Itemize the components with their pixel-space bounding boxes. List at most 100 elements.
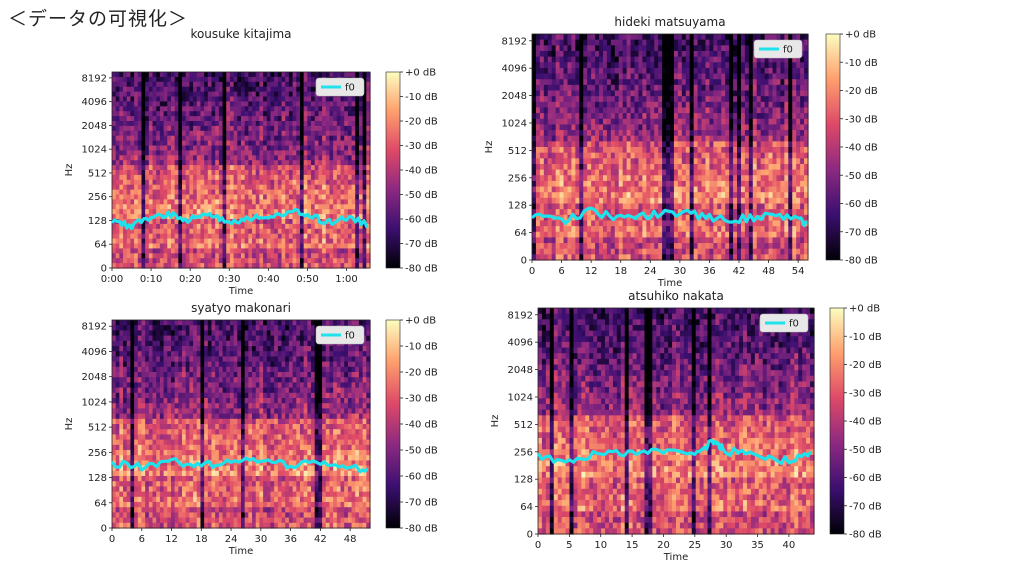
spectrogram-cell <box>729 34 734 41</box>
spectrogram-cell <box>551 67 557 75</box>
spectrogram-cell <box>145 140 150 147</box>
spectrogram-cell <box>255 155 261 161</box>
spectrogram-cell <box>347 170 353 176</box>
spectrogram-cell <box>551 147 557 154</box>
colorbar-tick-label: -40 dB <box>405 166 438 177</box>
spectrogram-cell <box>259 76 264 83</box>
spectrogram-cell <box>559 101 565 109</box>
spectrogram-cell <box>336 96 342 102</box>
spectrogram-cell <box>163 170 168 176</box>
spectrogram-cell <box>170 86 176 93</box>
spectrogram-cell <box>314 125 319 132</box>
spectrogram-cell <box>673 113 679 120</box>
spectrogram-cell <box>233 209 238 215</box>
spectrogram-cell <box>156 140 161 147</box>
spectrogram-cell <box>281 106 286 112</box>
spectrogram-cell <box>252 155 257 161</box>
spectrogram-cell <box>196 81 202 88</box>
spectrogram-cell <box>344 233 349 240</box>
spectrogram-cell <box>303 145 308 151</box>
spectrogram-cell <box>134 135 139 142</box>
spectrogram-cell <box>115 101 120 107</box>
spectrogram-cell <box>156 174 161 181</box>
spectrogram-cell <box>618 152 624 159</box>
spectrogram-cell <box>583 113 588 120</box>
spectrogram-cell <box>567 79 573 86</box>
spectrogram-cell <box>296 194 301 200</box>
spectrogram-cell <box>535 180 541 188</box>
spectrogram-cell <box>311 179 316 186</box>
spectrogram-cell <box>583 209 588 216</box>
spectrogram-cell <box>241 258 246 264</box>
spectrogram-cell <box>325 135 331 142</box>
spectrogram-cell <box>709 73 714 80</box>
spectrogram-cell <box>670 237 675 244</box>
spectrogram-cell <box>618 197 624 205</box>
spectrogram-cell <box>159 101 165 107</box>
spectrogram-cell <box>579 180 584 188</box>
spectrogram-cell <box>137 125 143 132</box>
spectrogram-cell <box>222 125 227 132</box>
spectrogram-cell <box>630 67 636 75</box>
spectrogram-cell <box>626 226 632 233</box>
spectrogram-cell <box>693 124 699 131</box>
spectrogram-cell <box>244 150 249 156</box>
spectrogram-cell <box>681 186 687 193</box>
spectrogram-cell <box>717 84 722 92</box>
spectrogram-cell <box>281 145 286 151</box>
spectrogram-cell <box>248 150 253 156</box>
spectrogram-cell <box>325 248 331 254</box>
spectrogram-cell <box>362 214 367 220</box>
spectrogram-cell <box>252 72 257 78</box>
spectrogram-cell <box>717 254 722 261</box>
spectrogram-cell <box>602 158 608 165</box>
spectrogram-cell <box>123 111 128 117</box>
spectrogram-cell <box>547 248 553 255</box>
spectrogram-cell <box>547 96 553 103</box>
spectrogram-cell <box>638 96 643 103</box>
spectrogram-cell <box>126 76 132 83</box>
spectrogram-cell <box>222 160 227 166</box>
spectrogram-cell <box>610 175 616 182</box>
spectrogram-cell <box>737 209 742 216</box>
spectrogram-cell <box>163 238 168 245</box>
spectrogram-cell <box>555 90 561 97</box>
spectrogram-cell <box>178 125 183 132</box>
spectrogram-cell <box>697 62 703 69</box>
spectrogram-cell <box>123 72 128 78</box>
spectrogram-cell <box>274 111 279 117</box>
spectrogram-cell <box>532 203 537 210</box>
spectrogram-cell <box>685 163 691 171</box>
spectrogram-cell <box>307 125 312 132</box>
spectrogram-cell <box>670 141 675 148</box>
spectrogram-cell <box>575 192 580 199</box>
spectrogram-cell <box>329 253 334 259</box>
spectrogram-cell <box>551 79 557 86</box>
spectrogram-cell <box>163 145 168 151</box>
spectrogram-cell <box>281 189 286 196</box>
spectrogram-cell <box>535 50 541 58</box>
spectrogram-cell <box>634 248 640 255</box>
spectrogram-cell <box>152 179 157 186</box>
spectrogram-cell <box>618 130 624 137</box>
spectrogram-cell <box>296 199 301 205</box>
spectrogram-cell <box>693 84 699 92</box>
spectrogram-cell <box>159 219 165 225</box>
spectrogram-cell <box>163 174 168 181</box>
spectrogram-cell <box>167 125 172 132</box>
spectrogram-cell <box>543 62 549 69</box>
spectrogram-cell <box>539 90 545 97</box>
spectrogram-cell <box>211 174 216 181</box>
spectrogram-cell <box>693 231 699 238</box>
spectrogram-cell <box>270 91 275 98</box>
spectrogram-cell <box>733 107 738 114</box>
spectrogram-cell <box>182 111 187 117</box>
spectrogram-cell <box>314 116 319 122</box>
spectrogram-cell <box>543 141 549 148</box>
spectrogram-cell <box>266 263 272 269</box>
spectrogram-cell <box>555 50 561 58</box>
spectrogram-cell <box>689 34 695 41</box>
spectrogram-cell <box>336 121 342 127</box>
spectrogram-cell <box>689 124 695 131</box>
spectrogram-cell <box>333 165 338 171</box>
